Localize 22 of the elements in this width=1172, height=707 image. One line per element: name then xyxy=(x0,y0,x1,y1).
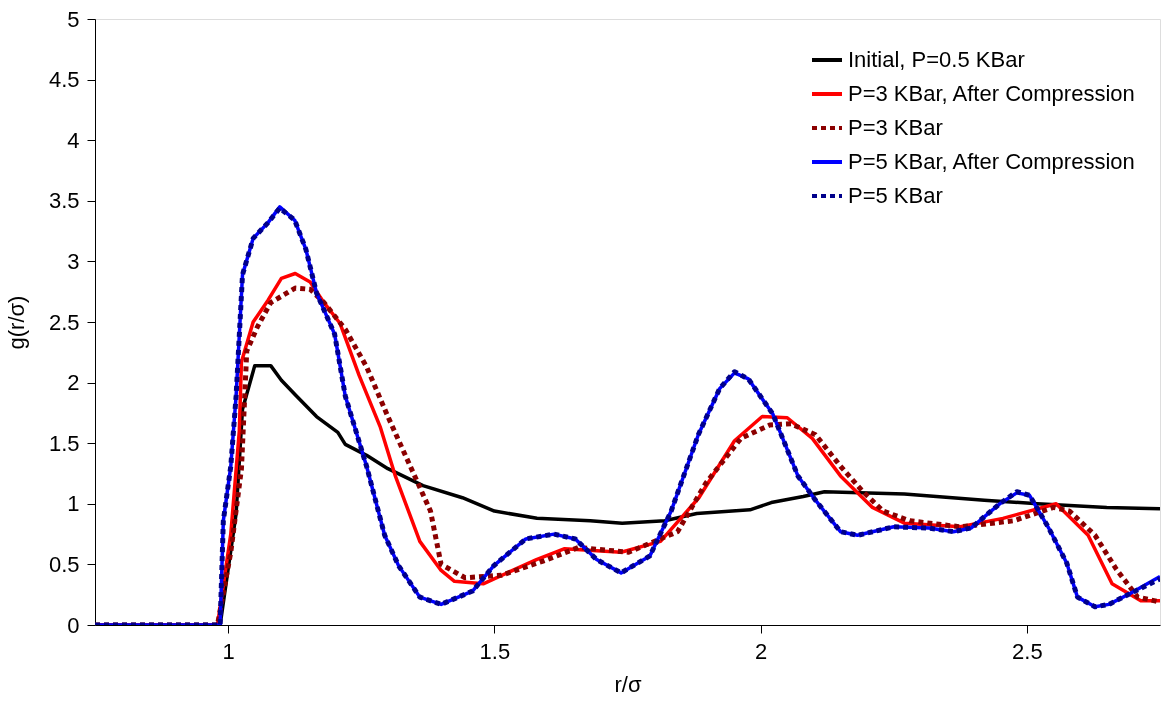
y-tick-label: 0 xyxy=(67,612,80,638)
x-tick-label: 2.5 xyxy=(1012,638,1043,664)
y-tick-label: 4 xyxy=(67,127,80,153)
legend-label: P=3 KBar, After Compression xyxy=(848,81,1135,106)
y-tick-label: 0.5 xyxy=(48,551,80,577)
y-tick-label: 3 xyxy=(67,248,80,274)
x-tick-label: 1 xyxy=(222,638,235,664)
y-tick-label: 2 xyxy=(67,370,80,396)
y-axis-title: g(r/σ) xyxy=(3,295,29,350)
legend-label: P=5 KBar xyxy=(848,183,943,208)
y-tick-label: 2.5 xyxy=(48,309,80,335)
y-tick-label: 1 xyxy=(67,491,80,517)
y-tick-label: 4.5 xyxy=(48,67,80,93)
x-tick-label: 1.5 xyxy=(479,638,511,664)
legend-label: P=3 KBar xyxy=(848,115,943,140)
x-tick-label: 2 xyxy=(755,638,768,664)
y-tick-label: 3.5 xyxy=(48,188,80,214)
x-axis-title: r/σ xyxy=(614,671,642,697)
legend-label: P=5 KBar, After Compression xyxy=(848,149,1135,174)
y-tick-label: 1.5 xyxy=(48,430,80,456)
legend-label: Initial, P=0.5 KBar xyxy=(848,47,1025,72)
y-tick-label: 5 xyxy=(67,6,80,32)
